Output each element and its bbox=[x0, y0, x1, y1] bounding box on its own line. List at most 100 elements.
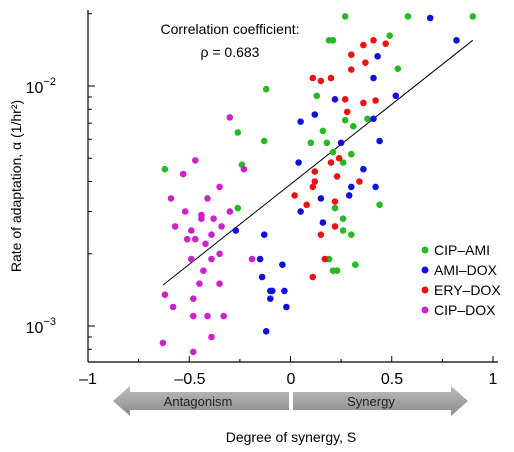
y-tick-label-1e-2: 10−2 bbox=[26, 76, 56, 97]
legend: CIP–AMI AMI–DOX ERY–DOX CIP–DOX bbox=[421, 242, 501, 318]
data-point-series-1 bbox=[453, 37, 460, 44]
data-point-series-0 bbox=[394, 65, 402, 72]
data-point-series-0 bbox=[262, 85, 270, 93]
data-point-series-3 bbox=[248, 255, 256, 263]
data-point-series-2 bbox=[360, 41, 367, 49]
x-axis-label: Degree of synergy, S bbox=[226, 429, 356, 445]
data-point-series-2 bbox=[309, 183, 317, 191]
data-point-series-3 bbox=[159, 339, 167, 347]
data-point-series-3 bbox=[190, 348, 197, 356]
data-point-series-3 bbox=[179, 170, 187, 178]
legend-marker-ami-dox bbox=[421, 266, 429, 274]
data-point-series-0 bbox=[339, 215, 347, 222]
data-point-series-0 bbox=[364, 115, 371, 123]
data-point-series-0 bbox=[333, 267, 341, 275]
data-point-series-2 bbox=[311, 178, 319, 185]
data-point-series-0 bbox=[331, 204, 339, 212]
data-point-series-2 bbox=[370, 37, 377, 44]
data-point-series-3 bbox=[169, 303, 177, 311]
data-point-series-2 bbox=[291, 192, 298, 199]
data-point-series-3 bbox=[216, 280, 223, 288]
data-point-series-2 bbox=[341, 96, 349, 103]
legend-marker-cip-ami bbox=[421, 246, 429, 254]
correlation-value: ρ = 0.683 bbox=[201, 44, 260, 60]
legend-marker-ery-dox bbox=[421, 286, 429, 294]
data-point-series-1 bbox=[258, 273, 266, 281]
synergy-label: Synergy bbox=[347, 394, 395, 409]
data-point-series-3 bbox=[181, 208, 189, 215]
data-point-series-2 bbox=[327, 74, 335, 82]
x-tick-label: 0 bbox=[287, 371, 296, 388]
data-point-series-2 bbox=[348, 66, 355, 73]
data-point-series-2 bbox=[360, 99, 367, 107]
data-point-series-0 bbox=[234, 204, 242, 212]
data-point-series-2 bbox=[309, 273, 317, 281]
data-point-series-2 bbox=[311, 168, 319, 175]
legend-label-cip-dox: CIP–DOX bbox=[434, 302, 496, 318]
data-point-series-2 bbox=[331, 198, 339, 205]
correlation-label: Correlation coefficient: bbox=[160, 21, 299, 37]
data-point-series-1 bbox=[348, 183, 355, 191]
data-point-series-0 bbox=[323, 139, 331, 147]
data-point-series-3 bbox=[210, 215, 217, 222]
data-point-series-3 bbox=[200, 267, 207, 275]
data-point-series-2 bbox=[382, 40, 390, 47]
antagonism-arrow bbox=[113, 386, 289, 416]
data-point-series-3 bbox=[216, 183, 223, 191]
legend-label-cip-ami: CIP–AMI bbox=[434, 242, 490, 258]
data-point-series-3 bbox=[226, 114, 234, 121]
data-point-series-1 bbox=[392, 92, 400, 100]
data-point-series-0 bbox=[376, 201, 383, 209]
data-point-series-0 bbox=[319, 127, 327, 135]
legend-marker-cip-dox bbox=[421, 306, 429, 314]
data-point-series-1 bbox=[317, 195, 325, 202]
data-point-series-1 bbox=[297, 208, 304, 215]
data-point-series-0 bbox=[350, 122, 357, 130]
data-point-series-3 bbox=[188, 227, 195, 234]
data-point-series-1 bbox=[370, 74, 377, 82]
data-point-series-2 bbox=[321, 255, 329, 263]
data-point-series-3 bbox=[171, 223, 179, 230]
data-point-series-1 bbox=[372, 183, 379, 191]
data-point-series-0 bbox=[234, 129, 242, 136]
data-point-series-2 bbox=[327, 159, 335, 166]
data-point-series-0 bbox=[341, 116, 349, 124]
data-point-series-3 bbox=[202, 240, 209, 248]
data-point-series-3 bbox=[204, 312, 211, 320]
data-point-series-2 bbox=[372, 97, 379, 104]
data-point-series-3 bbox=[208, 255, 215, 263]
data-point-series-3 bbox=[190, 312, 197, 320]
data-point-series-3 bbox=[188, 255, 195, 263]
data-point-series-0 bbox=[352, 261, 359, 269]
data-point-series-0 bbox=[307, 139, 315, 147]
data-point-series-2 bbox=[348, 51, 355, 58]
legend-label-ery-dox: ERY–DOX bbox=[434, 282, 501, 298]
data-point-series-3 bbox=[216, 250, 223, 258]
data-point-series-2 bbox=[335, 154, 343, 162]
data-point-series-0 bbox=[325, 37, 333, 44]
data-point-series-3 bbox=[198, 215, 205, 222]
data-point-series-1 bbox=[345, 192, 353, 199]
data-point-series-2 bbox=[343, 108, 351, 116]
data-point-series-2 bbox=[356, 178, 363, 185]
x-tick-label: –0.5 bbox=[174, 371, 205, 388]
data-point-series-3 bbox=[218, 223, 225, 230]
data-point-series-1 bbox=[360, 165, 367, 173]
data-point-series-3 bbox=[167, 195, 175, 202]
data-point-series-3 bbox=[192, 157, 199, 164]
x-tick-label: 0.5 bbox=[381, 371, 403, 388]
data-point-series-2 bbox=[303, 201, 311, 209]
data-point-series-1 bbox=[331, 96, 339, 103]
data-point-series-1 bbox=[337, 139, 345, 147]
data-point-series-1 bbox=[297, 118, 304, 125]
x-ticks bbox=[87, 356, 494, 362]
data-point-series-1 bbox=[267, 287, 274, 295]
data-point-series-3 bbox=[208, 333, 215, 341]
y-tick-label-1e-3: 10−3 bbox=[26, 316, 56, 337]
data-point-series-2 bbox=[331, 223, 339, 230]
data-point-series-0 bbox=[404, 13, 412, 20]
data-point-series-2 bbox=[317, 231, 325, 238]
data-point-series-1 bbox=[283, 303, 290, 311]
data-point-series-0 bbox=[469, 13, 477, 20]
data-point-series-1 bbox=[262, 328, 270, 335]
